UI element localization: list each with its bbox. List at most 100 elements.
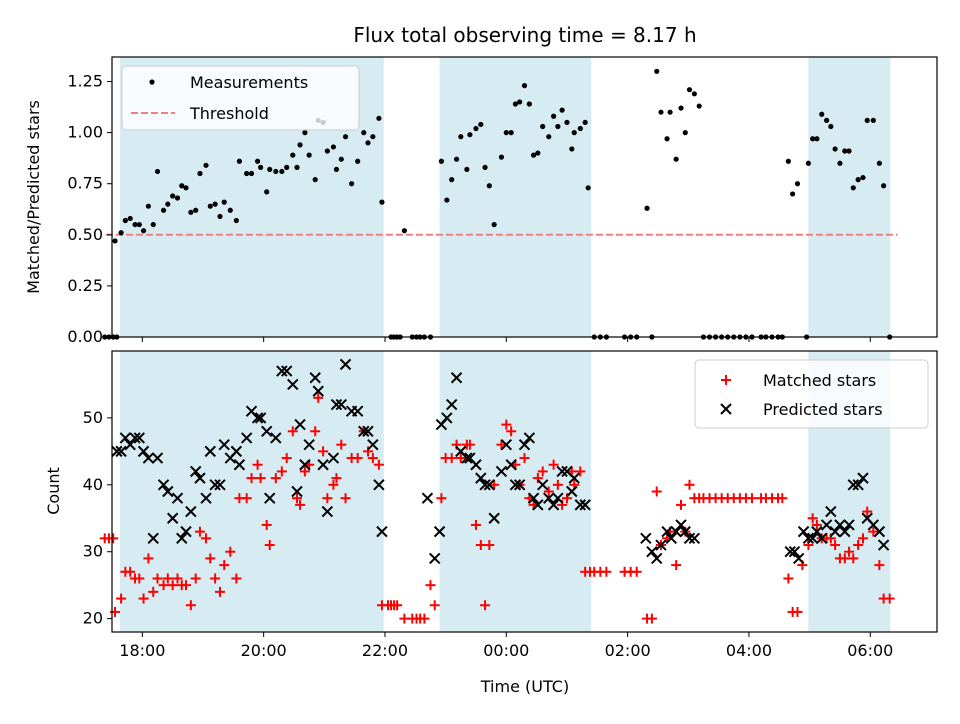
predicted-star-point xyxy=(488,512,500,524)
measurement-point xyxy=(236,158,242,164)
top-y-axis-label: Matched/Predicted stars xyxy=(24,100,43,294)
measurement-point xyxy=(127,215,133,222)
predicted-star-point xyxy=(834,519,846,531)
measurement-point xyxy=(349,181,355,187)
measurement-point xyxy=(140,228,147,234)
matched-star-point xyxy=(884,593,895,604)
measurement-point xyxy=(482,164,488,170)
measurement-point xyxy=(376,115,382,121)
measurement-point xyxy=(814,136,820,142)
predicted-star-point xyxy=(115,445,127,458)
measurement-point xyxy=(221,199,227,205)
bottom-panel: 20 30 40 50 18:00 20:00 22:00 00:00 02:00 04:00 0… xyxy=(44,350,938,696)
measurement-point xyxy=(673,156,679,162)
predicted-star-point xyxy=(111,445,123,458)
predicted-star-point xyxy=(839,525,851,538)
predicted-star-point xyxy=(294,418,306,431)
predicted-star-point xyxy=(190,465,202,478)
matched-star-point xyxy=(792,606,803,617)
measurement-point xyxy=(401,228,407,234)
predicted-star-point xyxy=(264,492,276,504)
predicted-star-point xyxy=(151,452,164,464)
matched-star-point xyxy=(543,486,554,497)
predicted-star-point xyxy=(312,385,324,397)
matched-star-point xyxy=(519,453,530,464)
measurement-point xyxy=(794,181,801,187)
predicted-star-point xyxy=(857,472,869,484)
bottom-y-axis-label: Count xyxy=(44,467,63,515)
predicted-star-point xyxy=(788,546,801,558)
measurement-point xyxy=(658,109,664,115)
top-y-tick-label: 1.00 xyxy=(67,123,103,142)
matched-star-point xyxy=(261,519,272,530)
predicted-star-point xyxy=(171,492,184,504)
measurement-point xyxy=(136,221,142,228)
top-shaded-interval xyxy=(808,57,891,337)
measurement-point xyxy=(294,164,300,170)
measurement-point xyxy=(564,119,570,126)
predicted-star-point xyxy=(792,552,805,565)
matched-star-point xyxy=(231,573,242,584)
top-panel: 0.00 0.25 0.50 0.75 1.00 1.25 Matched/Predict… xyxy=(24,56,938,346)
predicted-star-point xyxy=(137,445,150,458)
measurement-point xyxy=(197,170,203,177)
matched-star-point xyxy=(287,426,298,437)
predicted-star-point xyxy=(119,432,132,444)
measurement-point xyxy=(664,136,670,142)
bottom-x-tick-label: 04:00 xyxy=(726,641,772,660)
predicted-star-point xyxy=(166,512,179,524)
measurement-point xyxy=(842,148,848,154)
predicted-star-point xyxy=(330,398,343,411)
matched-star-point xyxy=(484,540,495,551)
measurement-point xyxy=(306,152,312,158)
measurement-point xyxy=(530,152,537,158)
matched-star-point xyxy=(446,453,457,464)
matched-star-point xyxy=(844,546,855,557)
predicted-star-point xyxy=(547,499,560,511)
predicted-star-point xyxy=(317,459,329,471)
measurement-point xyxy=(498,154,505,160)
matched-star-point xyxy=(532,473,543,484)
measurement-point xyxy=(473,125,479,132)
bottom-y-tick-label: 40 xyxy=(83,475,103,494)
predicted-star-point xyxy=(665,532,678,545)
predicted-star-point xyxy=(509,479,522,491)
measurement-point xyxy=(188,209,194,215)
matched-star-point xyxy=(862,506,873,517)
matched-star-point xyxy=(455,453,466,464)
predicted-star-point xyxy=(373,479,385,491)
matched-star-point xyxy=(116,593,127,604)
predicted-star-point xyxy=(479,479,491,491)
predicted-star-point xyxy=(429,552,441,565)
top-legend: Measurements Threshold xyxy=(121,65,360,131)
measurement-point xyxy=(546,134,552,140)
measurement-point xyxy=(179,183,185,189)
measurement-point xyxy=(453,156,460,162)
measurement-point xyxy=(667,109,673,115)
legend-matched-marker xyxy=(721,375,731,385)
measurement-point xyxy=(860,174,866,181)
measurement-point xyxy=(312,177,318,183)
predicted-star-point xyxy=(536,479,549,491)
predicted-star-point xyxy=(327,452,340,464)
measurement-point xyxy=(696,103,702,109)
predicted-star-point xyxy=(806,532,819,545)
measurement-point xyxy=(540,123,546,130)
predicted-star-point xyxy=(574,499,587,511)
predicted-star-point xyxy=(847,479,859,491)
matched-star-point xyxy=(148,586,159,597)
predicted-star-point xyxy=(240,432,253,444)
predicted-star-point xyxy=(495,465,508,478)
predicted-star-point xyxy=(303,438,315,451)
measurement-point xyxy=(297,142,303,148)
predicted-star-point xyxy=(339,358,352,371)
predicted-star-point xyxy=(670,525,682,538)
measurement-point xyxy=(526,101,532,107)
predicted-star-point xyxy=(877,539,890,551)
predicted-star-point xyxy=(470,459,482,471)
measurement-point xyxy=(193,207,199,213)
predicted-star-point xyxy=(568,472,580,484)
measurement-point xyxy=(444,197,450,203)
predicted-star-point xyxy=(291,485,303,498)
predicted-star-point xyxy=(133,432,146,444)
